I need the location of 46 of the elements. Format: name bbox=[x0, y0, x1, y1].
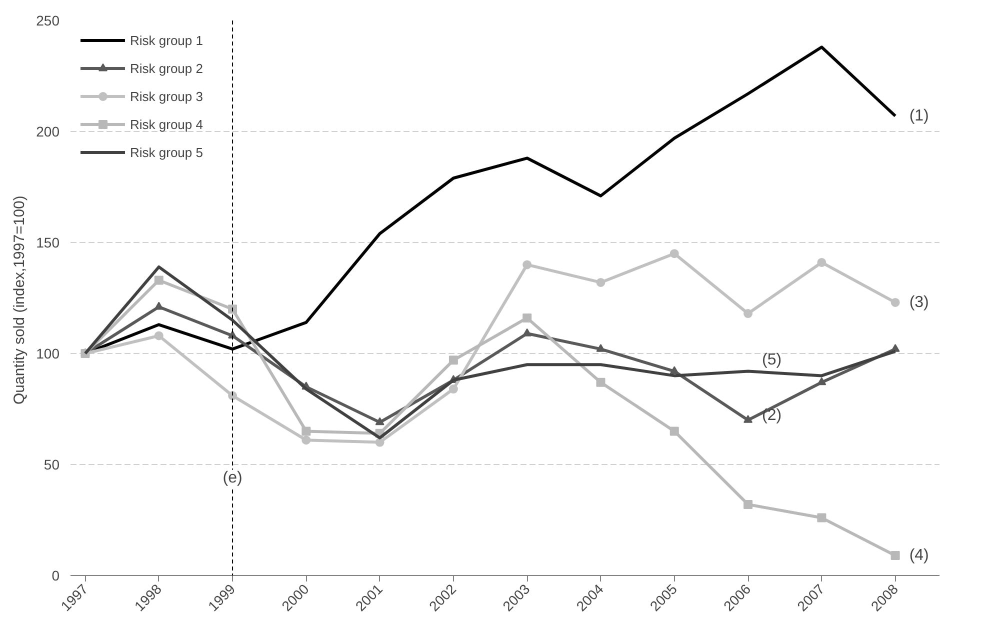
point bbox=[302, 426, 311, 436]
legend-label: Risk group 3 bbox=[130, 88, 203, 104]
point bbox=[375, 417, 384, 426]
legend-label: Risk group 1 bbox=[130, 32, 203, 48]
y-tick-label: 200 bbox=[36, 124, 60, 140]
ref-line-label: (e) bbox=[222, 470, 242, 487]
point bbox=[522, 328, 532, 336]
y-tick-label: 100 bbox=[36, 346, 60, 362]
annotation: (5) bbox=[762, 351, 782, 368]
annotation: (2) bbox=[762, 407, 782, 424]
point bbox=[228, 391, 238, 400]
point bbox=[522, 313, 532, 322]
point bbox=[375, 438, 384, 447]
y-tick-label: 0 bbox=[52, 568, 60, 584]
point bbox=[596, 278, 606, 287]
point bbox=[817, 513, 826, 522]
point bbox=[154, 276, 164, 285]
point bbox=[522, 260, 532, 270]
point bbox=[744, 500, 753, 509]
point bbox=[154, 302, 164, 310]
y-axis-title: Quantity sold (index,1997=100) bbox=[11, 196, 28, 405]
point bbox=[596, 344, 606, 352]
point bbox=[302, 436, 311, 445]
point bbox=[890, 298, 900, 307]
y-tick-label: 50 bbox=[44, 456, 60, 472]
annotation: (1) bbox=[909, 107, 929, 124]
point bbox=[228, 304, 238, 314]
point bbox=[154, 331, 164, 340]
y-tick-label: 250 bbox=[36, 12, 60, 28]
annotation: (3) bbox=[909, 294, 929, 311]
legend-label: Risk group 5 bbox=[130, 144, 203, 160]
point bbox=[744, 414, 753, 423]
point bbox=[670, 426, 679, 436]
legend-label: Risk group 4 bbox=[130, 116, 203, 132]
point bbox=[596, 378, 606, 387]
y-tick-label: 150 bbox=[36, 234, 60, 250]
legend-label: Risk group 2 bbox=[130, 60, 203, 76]
point bbox=[817, 377, 826, 386]
point bbox=[817, 258, 826, 267]
point bbox=[670, 249, 679, 258]
annotation: (4) bbox=[909, 547, 929, 564]
point bbox=[744, 309, 753, 318]
point bbox=[670, 366, 679, 374]
point bbox=[890, 551, 900, 560]
point bbox=[448, 356, 458, 365]
point bbox=[448, 384, 458, 394]
